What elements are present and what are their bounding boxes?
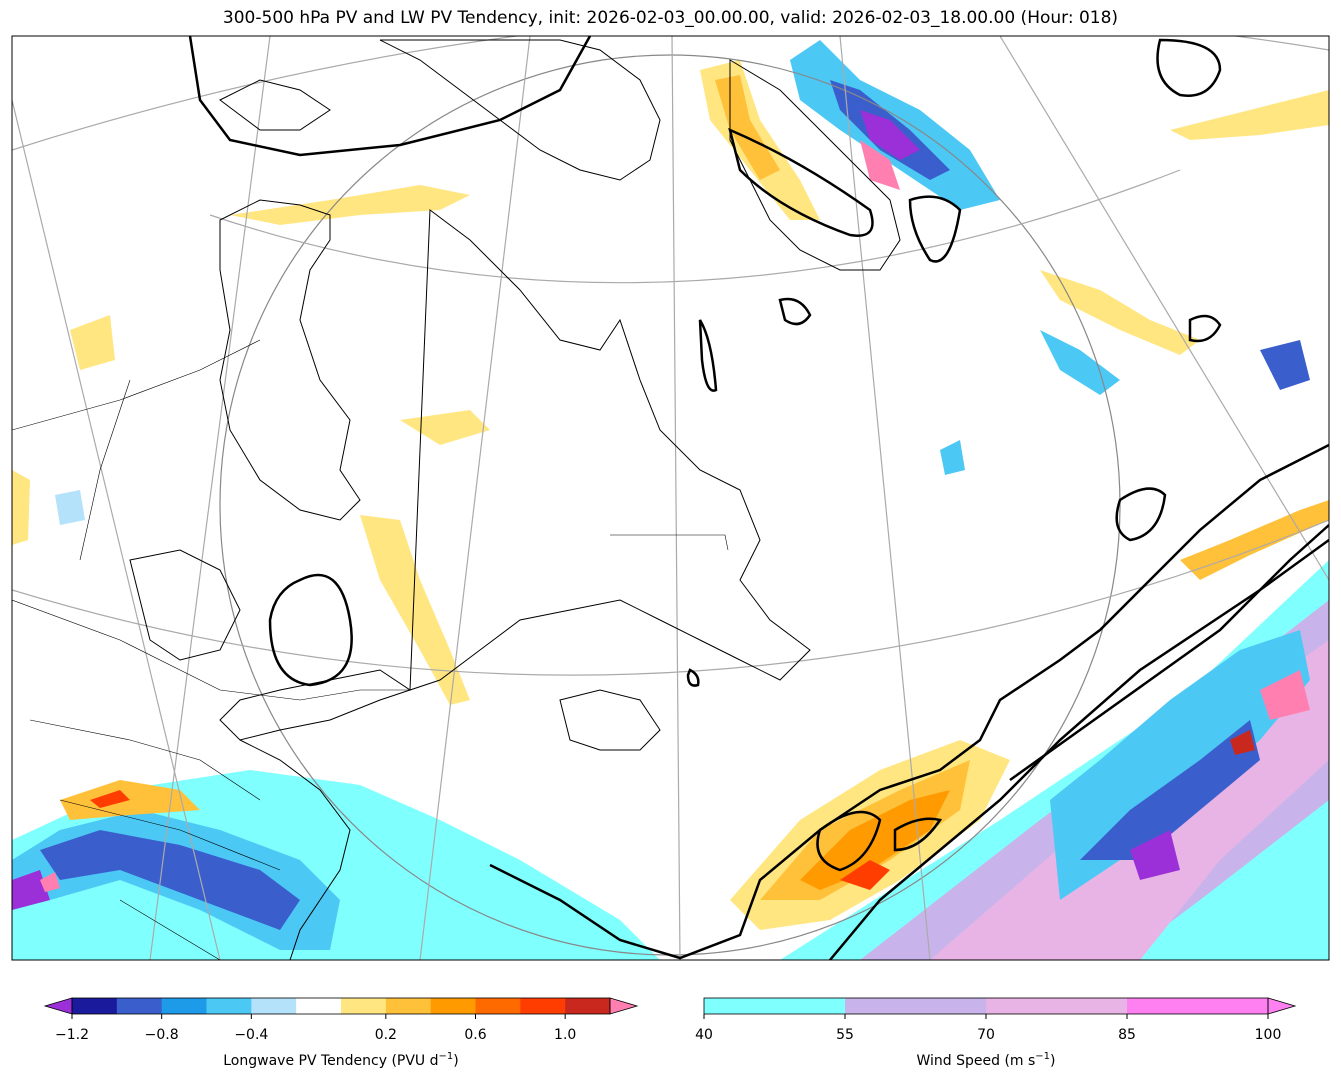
pv-contour-lobe-sea-small — [778, 297, 812, 326]
colorbar-wind-swatch — [704, 998, 846, 1014]
border-province-1 — [12, 339, 261, 431]
coastline-quebec-south — [219, 669, 412, 741]
map-panel[interactable] — [12, 12, 1329, 960]
colorbar-wind-tick-label: 55 — [836, 1027, 854, 1043]
pv-contour-lobe-top-right — [1156, 38, 1222, 97]
borders — [12, 339, 729, 960]
colorbar-wind-tick-label: 40 — [695, 1027, 713, 1043]
colorbar-pv-swatch — [475, 998, 521, 1014]
graticule-meridian-6 — [12, 99, 221, 960]
colorbar-pv-tick-label: 0.6 — [464, 1027, 486, 1043]
pv-contours — [188, 36, 1329, 960]
pv-contour-lobe-atlantic-2 — [893, 817, 943, 852]
colorbar-pv-swatch — [430, 998, 476, 1014]
colorbar-pv-tendency: −1.2 −0.8 −0.4 0.2 0.6 1.0 Longwave PV Tenden… — [43, 997, 639, 1069]
colorbar-pv-tick-label: 0.2 — [375, 1027, 397, 1043]
colorbar-pv-outline — [71, 997, 611, 1015]
pv-contour-south — [489, 443, 1329, 960]
colorbar-pv-swatch — [565, 998, 611, 1014]
colorbar-wind-label: Wind Speed (m s−1) — [916, 1051, 1055, 1069]
pv-contour-lobe-east — [1115, 487, 1167, 542]
colorbar-wind-swatch — [1127, 998, 1269, 1014]
pv-contour-lobe-ne — [1188, 314, 1222, 343]
colorbar-pv-swatch — [520, 998, 566, 1014]
colorbar-pv-ticks: −1.2 −0.8 −0.4 0.2 0.6 1.0 — [55, 1014, 576, 1043]
coastline-baffin — [379, 39, 661, 181]
colorbar-pv-swatch — [161, 998, 207, 1014]
graticule-parallel-north — [209, 169, 1181, 284]
coastline-us-east — [239, 739, 351, 960]
coastline-labrador — [409, 209, 811, 691]
graticule-meridian-2 — [419, 36, 531, 960]
colorbar-pv-label: Longwave PV Tendency (PVU d−1) — [223, 1051, 458, 1069]
colorbar-wind-swatches — [704, 998, 1269, 1014]
border-states — [29, 719, 281, 960]
pv-contour-lobe-small-sw — [686, 668, 700, 687]
coastline-hudson-bay — [219, 199, 361, 521]
colorbar-pv-swatch — [341, 998, 387, 1014]
colorbar-pv-arrow-right — [609, 997, 639, 1015]
graticule-meridian-3 — [671, 36, 681, 960]
coastline-great-lakes — [129, 549, 241, 661]
pv-contour-lobe-greenland-sea — [908, 195, 962, 263]
colorbar-wind-tick-label: 85 — [1118, 1027, 1136, 1043]
border-us-canada — [12, 599, 410, 701]
pv-contour-lobe-central — [698, 319, 718, 392]
map-title: 300-500 hPa PV and LW PV Tendency, init:… — [222, 8, 1119, 28]
colorbar-wind-swatch — [845, 998, 987, 1014]
pv-contour-jet-south — [1009, 524, 1329, 782]
graticule-parallel-top — [12, 36, 1329, 151]
colorbar-pv-swatch — [296, 998, 342, 1014]
pv-contour-lobe-ontario — [268, 573, 353, 687]
pv-tendency-negative — [12, 40, 1310, 950]
border-province-2 — [79, 379, 131, 561]
colorbar-pv-tick-label: 1.0 — [554, 1027, 576, 1043]
pv-tendency-positive — [12, 60, 1329, 930]
pv-contour-lobe-greenland — [728, 127, 874, 237]
colorbar-wind-swatch — [986, 998, 1128, 1014]
colorbar-pv-swatches — [72, 998, 611, 1014]
graticule-meridian-1 — [149, 36, 271, 960]
graticule-meridian-4 — [839, 36, 931, 960]
pv-contour-lobe-atlantic — [816, 810, 882, 872]
colorbar-pv-tick-label: −1.2 — [55, 1027, 89, 1043]
colorbar-pv-swatch — [385, 998, 432, 1014]
colorbar-wind-ticks: 40 55 70 85 100 — [695, 1014, 1281, 1043]
colorbar-wind-speed: 40 55 70 85 100 Wind Speed (m s−1) — [695, 997, 1297, 1069]
graticule-parallel-south — [12, 519, 1329, 676]
jet-cyan-sw — [12, 770, 660, 960]
colorbar-pv-tick-label: −0.8 — [145, 1027, 179, 1043]
coastline-arctic-islands — [219, 79, 331, 131]
graticule-meridian-5 — [999, 36, 1329, 581]
colorbar-pv-swatch — [206, 998, 252, 1014]
map-frame — [11, 35, 1330, 961]
colorbar-pv-arrow-left — [43, 997, 73, 1015]
jet-band-southwest — [12, 770, 660, 960]
colorbar-pv-swatch — [72, 998, 118, 1014]
colorbar-wind-tick-label: 100 — [1255, 1027, 1282, 1043]
colorbar-pv-tick-label: −0.4 — [234, 1027, 268, 1043]
pv-contour-jet-north — [829, 538, 1329, 960]
colorbar-pv-swatch — [251, 998, 297, 1014]
colorbar-pv-swatch — [116, 998, 163, 1014]
colorbar-wind-tick-label: 70 — [977, 1027, 995, 1043]
coastline-newfoundland — [559, 689, 661, 751]
border-province-3 — [610, 534, 729, 551]
graticule — [12, 36, 1329, 960]
pv-contour-north — [188, 36, 592, 157]
colorbar-wind-arrow-right — [1267, 997, 1297, 1015]
